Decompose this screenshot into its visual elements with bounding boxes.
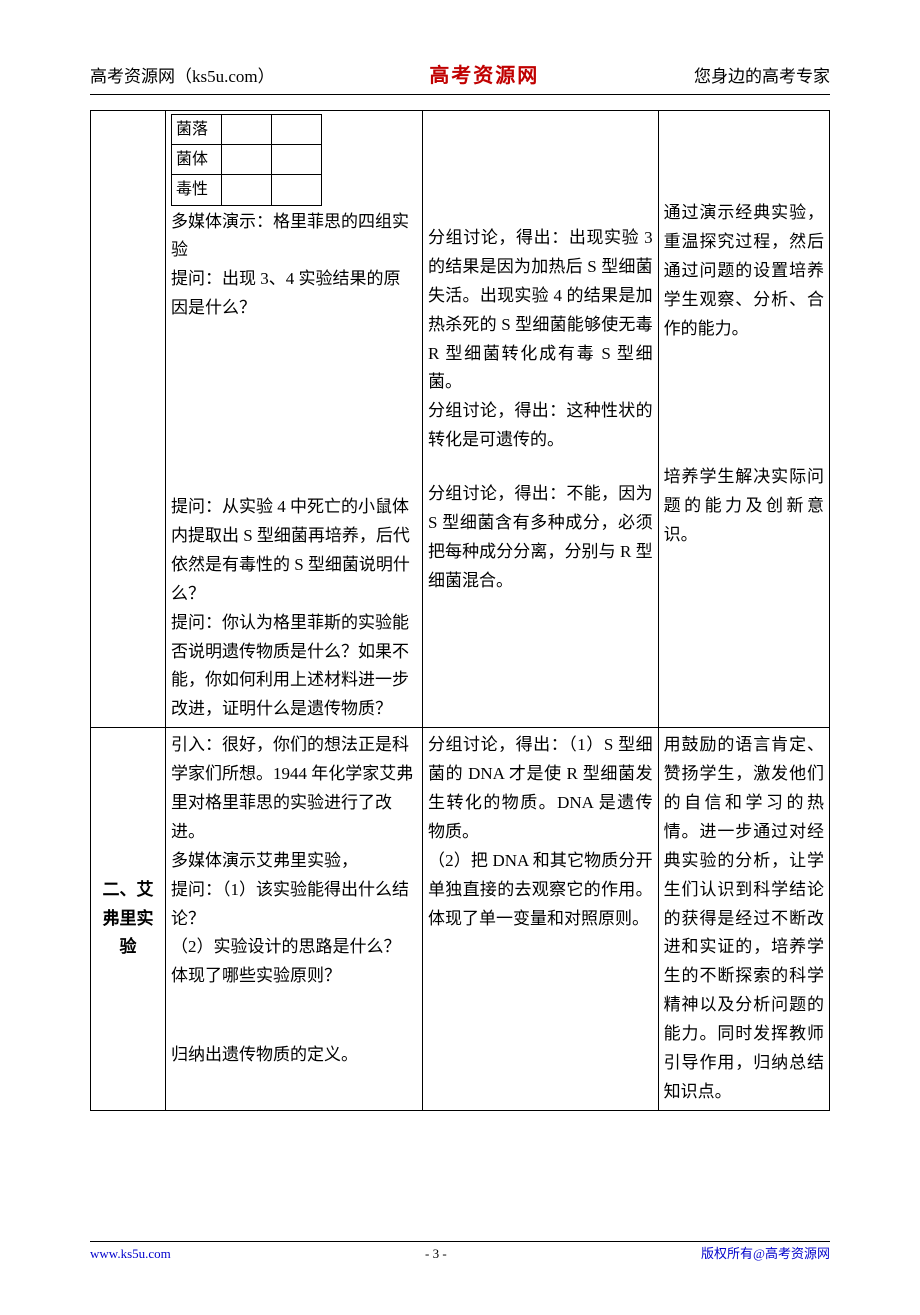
footer-copyright: 版权所有@高考资源网 [701,1244,830,1265]
inner-empty [221,175,271,205]
table-row: 二、艾弗里实验 引入：很好，你们的想法正是科学家们所想。1944 年化学家艾弗里… [91,728,830,1111]
page-footer: www.ks5u.com - 3 - 版权所有@高考资源网 [90,1241,830,1265]
inner-empty [271,145,321,175]
header-center-logo: 高考资源网 [429,60,539,92]
section-title-cell: 二、艾弗里实验 [91,728,166,1111]
paragraph: 提问：出现 3、4 实验结果的原因是什么？ [171,265,417,323]
bacteria-comparison-table: 菌落 菌体 毒性 [171,114,322,206]
design-intent-cell: 用鼓励的语言肯定、赞扬学生，激发他们的自信和学习的热情。进一步通过对经典实验的分… [658,728,829,1111]
student-activity-cell: 分组讨论，得出：出现实验 3 的结果是因为加热后 S 型细菌失活。出现实验 4 … [423,111,659,728]
inner-label: 菌体 [171,145,221,175]
inner-empty [271,115,321,145]
paragraph: 提问：你认为格里菲斯的实验能否说明遗传物质是什么？如果不能，你如何利用上述材料进… [171,609,417,725]
inner-empty [221,115,271,145]
header-right: 您身边的高考专家 [694,63,830,90]
paragraph: 多媒体演示：格里菲思的四组实验 [171,208,417,266]
paragraph: 提问：从实验 4 中死亡的小鼠体内提取出 S 型细菌再培养，后代依然是有毒性的 … [171,493,417,609]
paragraph: 分组讨论，得出：（1）S 型细菌的 DNA 才是使 R 型细菌发生转化的物质。D… [428,731,653,847]
section-title-cell [91,111,166,728]
paragraph: （2）实验设计的思路是什么？体现了哪些实验原则？ [171,933,417,991]
paragraph: 分组讨论，得出：这种性状的转化是可遗传的。 [428,397,653,455]
paragraph: 多媒体演示艾弗里实验， [171,847,417,876]
table-row: 菌落 菌体 毒性 多媒体演示：格里菲思的四组实验 提问：出现 3、4 实验结果的… [91,111,830,728]
paragraph: 归纳出遗传物质的定义。 [171,1041,417,1070]
page-header: 高考资源网（ks5u.com） 高考资源网 您身边的高考专家 [90,60,830,95]
inner-label: 毒性 [171,175,221,205]
paragraph: 通过演示经典实验，重温探究过程，然后通过问题的设置培养学生观察、分析、合作的能力… [664,199,824,343]
paragraph: （2）把 DNA 和其它物质分开单独直接的去观察它的作用。体现了单一变量和对照原… [428,847,653,934]
paragraph: 引入：很好，你们的想法正是科学家们所想。1944 年化学家艾弗里对格里菲思的实验… [171,731,417,847]
page-number: - 3 - [425,1244,447,1265]
lesson-plan-table: 菌落 菌体 毒性 多媒体演示：格里菲思的四组实验 提问：出现 3、4 实验结果的… [90,110,830,1111]
inner-empty [271,175,321,205]
student-activity-cell: 分组讨论，得出：（1）S 型细菌的 DNA 才是使 R 型细菌发生转化的物质。D… [423,728,659,1111]
header-left: 高考资源网（ks5u.com） [90,63,275,90]
paragraph: 培养学生解决实际问题的能力及创新意识。 [664,463,824,550]
design-intent-cell: 通过演示经典实验，重温探究过程，然后通过问题的设置培养学生观察、分析、合作的能力… [658,111,829,728]
paragraph: 分组讨论，得出：不能，因为 S 型细菌含有多种成分，必须把每种成分分离，分别与 … [428,480,653,596]
inner-empty [221,145,271,175]
footer-url: www.ks5u.com [90,1244,171,1265]
paragraph: 分组讨论，得出：出现实验 3 的结果是因为加热后 S 型细菌失活。出现实验 4 … [428,224,653,397]
teacher-activity-cell: 引入：很好，你们的想法正是科学家们所想。1944 年化学家艾弗里对格里菲思的实验… [165,728,422,1111]
teacher-activity-cell: 菌落 菌体 毒性 多媒体演示：格里菲思的四组实验 提问：出现 3、4 实验结果的… [165,111,422,728]
paragraph: 提问：（1）该实验能得出什么结论？ [171,876,417,934]
inner-label: 菌落 [171,115,221,145]
